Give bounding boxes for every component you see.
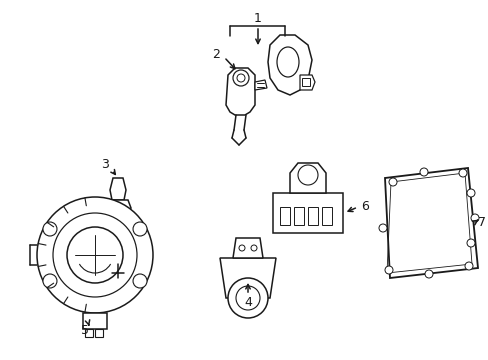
Text: 2: 2 xyxy=(212,49,220,62)
Circle shape xyxy=(133,274,147,288)
FancyBboxPatch shape xyxy=(280,207,289,225)
FancyBboxPatch shape xyxy=(307,207,317,225)
Polygon shape xyxy=(110,216,126,224)
Circle shape xyxy=(424,270,432,278)
Circle shape xyxy=(43,222,57,236)
Polygon shape xyxy=(110,224,126,232)
Polygon shape xyxy=(299,75,314,90)
Circle shape xyxy=(378,224,386,232)
Circle shape xyxy=(232,70,248,86)
Polygon shape xyxy=(105,200,131,216)
Circle shape xyxy=(239,245,244,251)
Polygon shape xyxy=(232,238,263,258)
Polygon shape xyxy=(110,178,126,200)
Polygon shape xyxy=(110,248,126,256)
Polygon shape xyxy=(289,163,325,193)
Polygon shape xyxy=(267,35,311,95)
Circle shape xyxy=(67,227,123,283)
Circle shape xyxy=(250,245,257,251)
Text: 1: 1 xyxy=(254,12,262,24)
Polygon shape xyxy=(110,256,126,264)
Circle shape xyxy=(133,222,147,236)
Text: 6: 6 xyxy=(360,201,368,213)
Circle shape xyxy=(53,213,137,297)
Polygon shape xyxy=(272,193,342,233)
Circle shape xyxy=(458,169,466,177)
Circle shape xyxy=(470,214,478,222)
Circle shape xyxy=(466,239,474,247)
Polygon shape xyxy=(110,232,126,240)
Circle shape xyxy=(419,168,427,176)
Ellipse shape xyxy=(276,47,298,77)
Circle shape xyxy=(388,178,396,186)
Text: 4: 4 xyxy=(244,296,251,309)
FancyBboxPatch shape xyxy=(83,313,107,329)
FancyBboxPatch shape xyxy=(293,207,304,225)
Polygon shape xyxy=(220,258,275,298)
Circle shape xyxy=(384,266,392,274)
Circle shape xyxy=(236,286,260,310)
Circle shape xyxy=(227,278,267,318)
Circle shape xyxy=(297,165,317,185)
Circle shape xyxy=(466,189,474,197)
Polygon shape xyxy=(384,168,477,278)
Text: 3: 3 xyxy=(101,158,109,171)
FancyBboxPatch shape xyxy=(95,329,103,337)
FancyBboxPatch shape xyxy=(302,78,309,86)
Circle shape xyxy=(464,262,472,270)
FancyBboxPatch shape xyxy=(85,329,93,337)
Text: 7: 7 xyxy=(477,216,485,229)
Circle shape xyxy=(237,74,244,82)
Text: 5: 5 xyxy=(81,324,89,337)
Circle shape xyxy=(43,274,57,288)
Circle shape xyxy=(37,197,153,313)
Polygon shape xyxy=(110,240,126,248)
Polygon shape xyxy=(254,80,266,90)
FancyBboxPatch shape xyxy=(321,207,331,225)
Polygon shape xyxy=(225,68,254,115)
